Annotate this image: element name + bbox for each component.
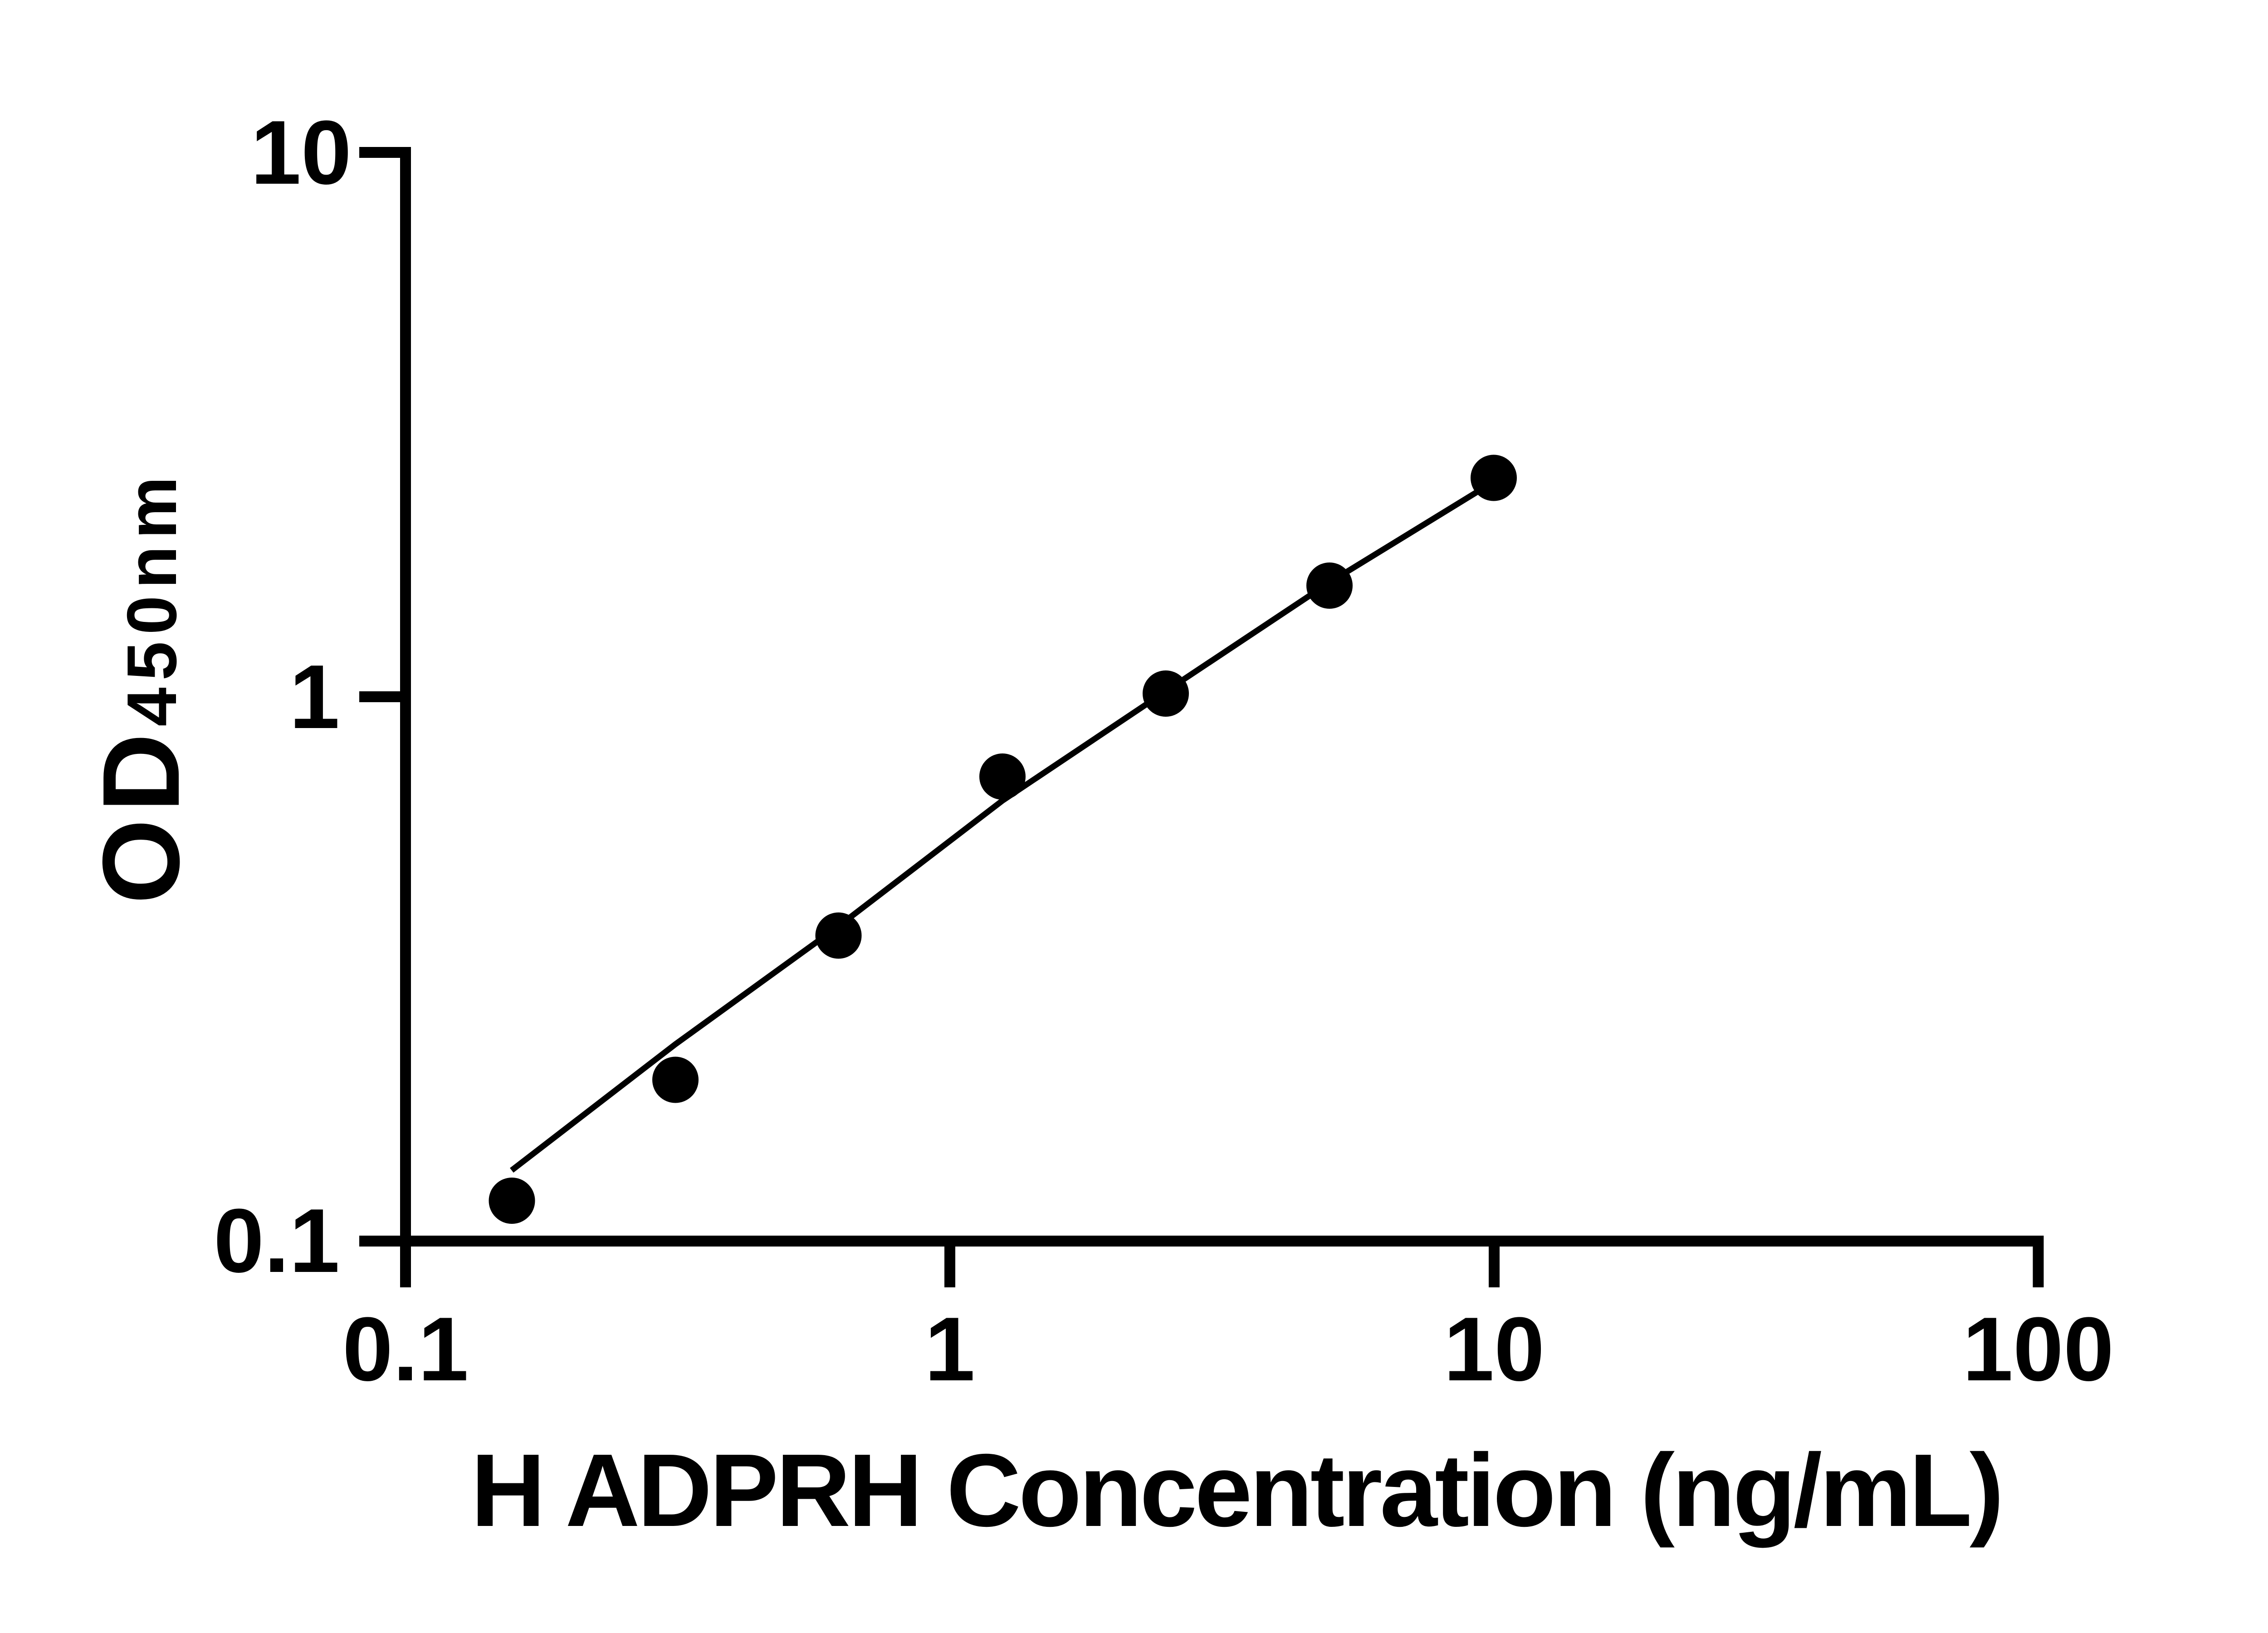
svg-text:1: 1 <box>289 646 340 748</box>
svg-text:0.1: 0.1 <box>342 1299 469 1400</box>
svg-text:10: 10 <box>1444 1299 1545 1400</box>
svg-text:1: 1 <box>924 1299 975 1400</box>
svg-text:0.1: 0.1 <box>214 1190 340 1291</box>
svg-text:10: 10 <box>251 102 352 203</box>
svg-text:100: 100 <box>1963 1299 2114 1400</box>
svg-text:OD450nm: OD450nm <box>80 469 202 904</box>
svg-text:H ADPRH Concentration (ng/mL): H ADPRH Concentration (ng/mL) <box>471 1433 2004 1548</box>
